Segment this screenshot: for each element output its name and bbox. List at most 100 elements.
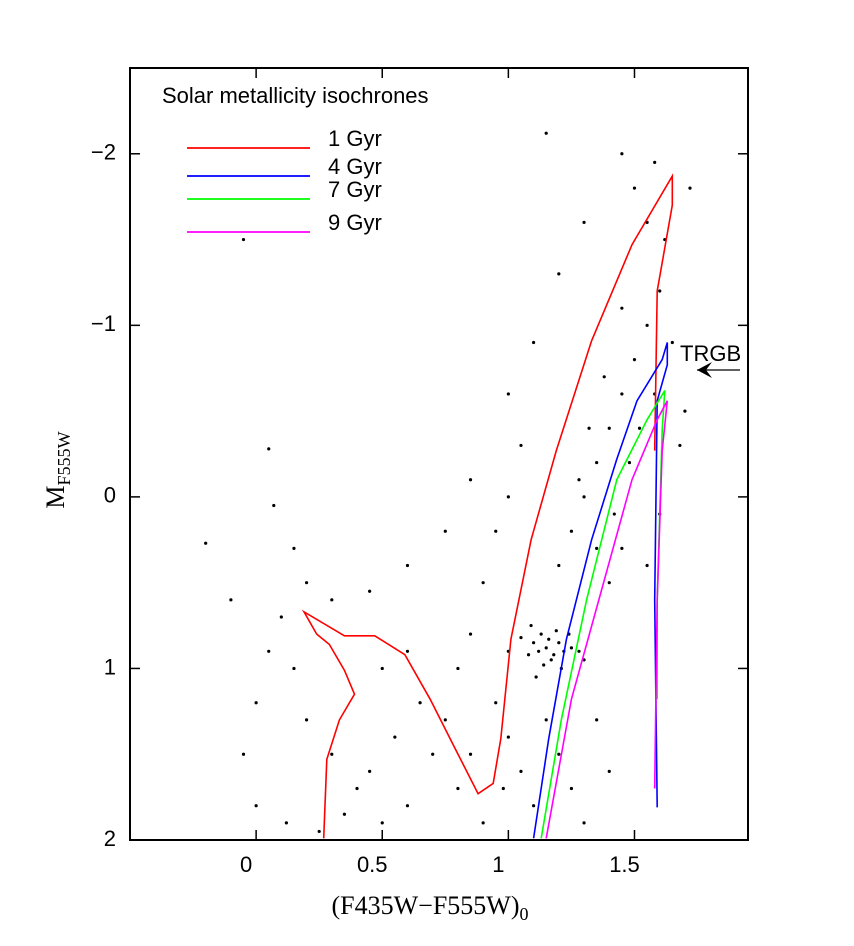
- star-point: [229, 598, 233, 602]
- star-point: [330, 752, 334, 756]
- star-point: [531, 641, 536, 645]
- star-point: [544, 646, 548, 650]
- star-point: [292, 666, 296, 671]
- star-point: [405, 563, 410, 568]
- star-point: [582, 220, 586, 224]
- star-point: [683, 409, 687, 413]
- star-point: [537, 649, 541, 653]
- star-point: [688, 186, 692, 190]
- star-point: [443, 718, 447, 722]
- star-point: [587, 426, 591, 430]
- star-point: [204, 541, 208, 545]
- star-point: [368, 589, 372, 593]
- star-point: [241, 237, 246, 242]
- star-point: [547, 637, 551, 641]
- star-point: [431, 752, 435, 756]
- star-point: [582, 821, 586, 825]
- star-point: [607, 581, 611, 585]
- star-point: [612, 512, 616, 516]
- star-point: [380, 821, 384, 825]
- x-tick-label: 1.5: [609, 852, 640, 877]
- star-point: [569, 646, 574, 650]
- star-point: [534, 675, 538, 679]
- star-point: [254, 804, 258, 808]
- star-point: [506, 495, 510, 499]
- star-point: [443, 529, 447, 533]
- star-point: [519, 769, 523, 773]
- isochrone-line: [545, 400, 669, 839]
- y-tick-label: −1: [91, 311, 116, 336]
- star-point: [554, 629, 558, 633]
- legend-label: 1 Gyr: [328, 126, 382, 151]
- star-point: [569, 786, 574, 791]
- y-tick-label: 2: [104, 826, 116, 851]
- star-point: [577, 478, 581, 482]
- star-point: [557, 752, 561, 756]
- star-point: [355, 786, 359, 791]
- legend-title: Solar metallicity isochrones: [162, 83, 429, 108]
- star-point: [468, 632, 473, 636]
- star-point: [494, 701, 498, 705]
- star-point: [552, 653, 556, 657]
- star-point: [272, 503, 276, 508]
- star-point: [481, 821, 485, 825]
- star-point: [620, 306, 624, 310]
- star-point: [317, 829, 321, 834]
- star-point: [602, 375, 606, 379]
- y-tick-label: 0: [104, 483, 116, 508]
- star-point: [557, 641, 561, 645]
- star-point: [279, 615, 283, 619]
- star-point: [607, 426, 611, 430]
- star-point: [481, 581, 485, 585]
- isochrone-line: [301, 173, 674, 839]
- star-point: [292, 546, 296, 550]
- x-tick-label: 0.5: [357, 852, 388, 877]
- star-point: [380, 666, 384, 671]
- star-point: [267, 447, 271, 451]
- star-point: [627, 460, 632, 465]
- star-point: [582, 495, 586, 499]
- star-point: [620, 152, 624, 156]
- star-point: [577, 649, 581, 653]
- star-point: [645, 563, 649, 568]
- legend-label: 4 Gyr: [328, 154, 382, 179]
- star-point: [284, 821, 288, 825]
- star-point: [267, 649, 271, 653]
- isochrone-line: [540, 390, 666, 839]
- star-point: [393, 735, 397, 739]
- y-axis-label-sub: F555W: [54, 431, 74, 485]
- star-point: [330, 598, 334, 602]
- star-point: [405, 649, 410, 653]
- y-axis-label-main: M: [41, 485, 70, 508]
- star-point: [468, 478, 473, 482]
- star-point: [569, 529, 574, 533]
- star-point: [595, 546, 599, 550]
- y-tick-label: 1: [104, 654, 116, 679]
- star-point: [620, 392, 624, 396]
- star-point: [678, 443, 682, 448]
- star-point: [254, 701, 258, 705]
- star-point: [632, 358, 637, 362]
- annotation: TRGB: [680, 341, 741, 366]
- annotation-arrowhead: [697, 362, 712, 378]
- star-point: [506, 392, 510, 396]
- star-point: [531, 804, 536, 808]
- star-point: [595, 718, 599, 722]
- star-point: [645, 323, 649, 327]
- x-axis-label-sub: 0: [519, 904, 528, 924]
- star-point: [501, 786, 505, 791]
- star-point: [531, 340, 536, 345]
- star-point: [544, 718, 548, 722]
- star-point: [506, 735, 510, 739]
- star-point: [632, 186, 637, 190]
- star-point: [637, 426, 642, 430]
- star-point: [542, 663, 546, 667]
- star-point: [529, 623, 533, 628]
- star-point: [557, 272, 561, 276]
- y-axis-label: MF555W: [41, 431, 74, 508]
- star-point: [658, 289, 662, 293]
- star-point: [418, 701, 422, 705]
- star-point: [595, 460, 599, 465]
- star-point: [620, 546, 624, 550]
